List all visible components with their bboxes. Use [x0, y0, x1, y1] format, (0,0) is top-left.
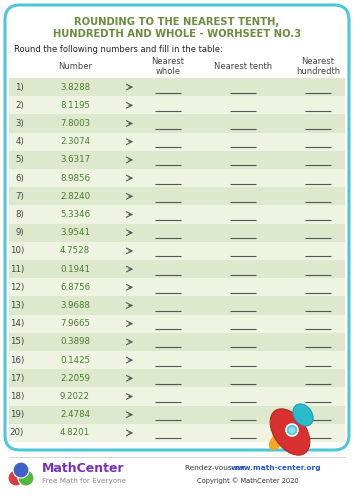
Bar [9, 151, 345, 169]
Text: 3): 3) [15, 119, 24, 128]
Text: Nearest: Nearest [152, 58, 184, 66]
Text: 3.9541: 3.9541 [60, 228, 90, 237]
Text: www.math-center.org: www.math-center.org [231, 465, 322, 471]
Circle shape [286, 424, 298, 436]
Text: 12): 12) [10, 283, 24, 292]
Text: 13): 13) [10, 301, 24, 310]
Text: 5): 5) [15, 156, 24, 164]
Text: 0.1941: 0.1941 [60, 264, 90, 274]
Text: 0.1425: 0.1425 [60, 356, 90, 364]
Text: 2): 2) [15, 101, 24, 110]
Text: HUNDREDTH AND WHOLE - WORHSEET NO.3: HUNDREDTH AND WHOLE - WORHSEET NO.3 [53, 29, 301, 39]
Text: Nearest: Nearest [302, 58, 335, 66]
Bar [9, 296, 345, 314]
Ellipse shape [269, 434, 283, 450]
Text: 19): 19) [10, 410, 24, 419]
Text: 3.6317: 3.6317 [60, 156, 90, 164]
Bar [9, 424, 345, 442]
Text: 0.3898: 0.3898 [60, 338, 90, 346]
Text: 8.1195: 8.1195 [60, 101, 90, 110]
Text: 18): 18) [10, 392, 24, 401]
Bar [9, 406, 345, 424]
Text: Copyright © MathCenter 2020: Copyright © MathCenter 2020 [197, 478, 299, 484]
Text: 9.2022: 9.2022 [60, 392, 90, 401]
Text: 4.8201: 4.8201 [60, 428, 90, 438]
Text: 17): 17) [10, 374, 24, 383]
Text: 14): 14) [10, 319, 24, 328]
Text: 6): 6) [15, 174, 24, 182]
Text: 6.8756: 6.8756 [60, 283, 90, 292]
Text: hundredth: hundredth [296, 66, 340, 76]
Circle shape [289, 426, 296, 434]
Text: 3.9688: 3.9688 [60, 301, 90, 310]
Text: Round the following numbers and fill in the table:: Round the following numbers and fill in … [14, 44, 223, 54]
Bar [9, 260, 345, 278]
Text: 7): 7) [15, 192, 24, 201]
Text: 1): 1) [15, 82, 24, 92]
Bar [9, 206, 345, 224]
Text: 2.3074: 2.3074 [60, 137, 90, 146]
Text: 10): 10) [10, 246, 24, 256]
Bar [9, 278, 345, 296]
Bar [9, 224, 345, 242]
Text: 16): 16) [10, 356, 24, 364]
Ellipse shape [293, 404, 313, 426]
Text: 4.7528: 4.7528 [60, 246, 90, 256]
Text: 8.9856: 8.9856 [60, 174, 90, 182]
Text: 20): 20) [10, 428, 24, 438]
Bar [9, 333, 345, 351]
Text: MathCenter: MathCenter [42, 462, 125, 475]
Bar [9, 242, 345, 260]
Circle shape [18, 470, 34, 486]
Text: Number: Number [58, 62, 92, 71]
Text: 7.8003: 7.8003 [60, 119, 90, 128]
FancyBboxPatch shape [5, 5, 349, 450]
Bar [9, 132, 345, 151]
Bar [9, 314, 345, 333]
Text: ROUNDING TO THE NEAREST TENTH,: ROUNDING TO THE NEAREST TENTH, [74, 17, 280, 27]
Text: 8): 8) [15, 210, 24, 219]
Text: Free Math for Everyone: Free Math for Everyone [42, 478, 126, 484]
Text: 4): 4) [15, 137, 24, 146]
Bar [9, 369, 345, 388]
Bar [9, 169, 345, 187]
Bar [9, 187, 345, 206]
Circle shape [8, 470, 24, 486]
Bar [9, 114, 345, 132]
Bar [9, 351, 345, 369]
Text: 9): 9) [15, 228, 24, 237]
Text: 2.8240: 2.8240 [60, 192, 90, 201]
Text: 2.2059: 2.2059 [60, 374, 90, 383]
Text: 15): 15) [10, 338, 24, 346]
Text: 2.4784: 2.4784 [60, 410, 90, 419]
Bar [9, 96, 345, 114]
Text: whole: whole [155, 66, 181, 76]
Text: 7.9665: 7.9665 [60, 319, 90, 328]
Text: 3.8288: 3.8288 [60, 82, 90, 92]
Text: 11): 11) [10, 264, 24, 274]
Bar [9, 388, 345, 406]
Circle shape [13, 462, 29, 478]
Text: Rendez-vous sur: Rendez-vous sur [185, 465, 248, 471]
Text: Nearest tenth: Nearest tenth [214, 62, 272, 71]
Bar [9, 78, 345, 96]
Text: 5.3346: 5.3346 [60, 210, 90, 219]
Ellipse shape [270, 409, 310, 455]
